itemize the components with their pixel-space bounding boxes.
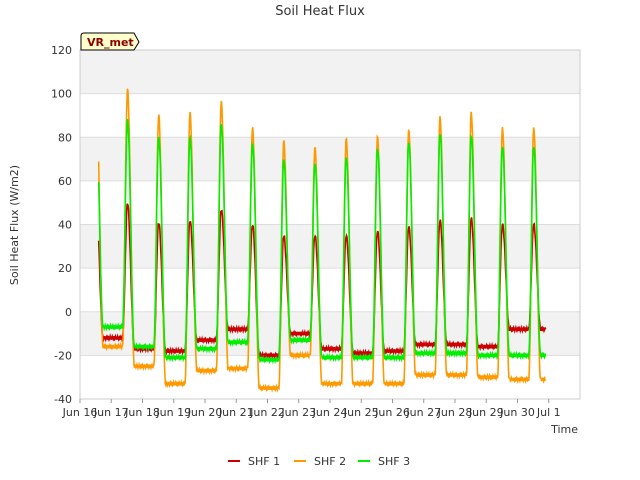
series-line-shf-3 [97, 118, 547, 365]
x-tick-label: Jun 21 [218, 406, 254, 419]
x-tick-label: Jun 28 [437, 406, 473, 419]
y-axis-ticks: -40 -20 0 20 40 60 80 100 120 [51, 44, 72, 406]
site-label-box: VR_met [80, 32, 140, 51]
plot-band [80, 137, 580, 181]
y-tick-label: 40 [58, 219, 72, 232]
legend-label: SHF 3 [378, 455, 410, 468]
x-tick-label: Jun 30 [499, 406, 535, 419]
plot-band [80, 224, 580, 269]
series-line-shf-1 [97, 203, 547, 361]
x-tick-label: Jul 1 [536, 406, 561, 419]
x-tick-label: Jun 17 [93, 406, 129, 419]
legend-label: SHF 1 [248, 455, 280, 468]
x-tick-label: Jun 26 [374, 406, 410, 419]
plot-band [80, 50, 580, 94]
y-axis-label: Soil Heat Flux (W/m2) [8, 165, 21, 285]
site-label: VR_met [87, 36, 134, 49]
x-tick-label: Jun 29 [468, 406, 504, 419]
x-tick-label: Jun 25 [343, 406, 379, 419]
y-tick-label: 60 [58, 175, 72, 188]
x-axis-label: Time [550, 423, 578, 436]
legend-label: SHF 2 [314, 455, 346, 468]
x-tick-label: Jun 24 [312, 406, 348, 419]
plot-band [80, 355, 580, 399]
x-tick-label: Jun 27 [405, 406, 441, 419]
legend: SHF 1 SHF 2 SHF 3 [228, 455, 410, 468]
y-tick-label: 20 [58, 262, 72, 275]
plot-band [80, 180, 580, 225]
x-tick-label: Jun 23 [280, 406, 316, 419]
site-label-frame [80, 32, 140, 51]
x-tick-label: Jun 16 [62, 406, 98, 419]
x-tick-label: Jun 18 [124, 406, 160, 419]
plot-band [80, 93, 580, 138]
plot-bands [80, 50, 580, 399]
y-tick-label: -40 [54, 393, 72, 406]
x-tick-label: Jun 22 [249, 406, 285, 419]
chart-title: Soil Heat Flux [275, 4, 365, 19]
series-lines [97, 88, 547, 393]
x-tick-label: Jun 19 [155, 406, 191, 419]
y-tick-label: 80 [58, 131, 72, 144]
x-tick-label: Jun 20 [187, 406, 223, 419]
y-tick-label: 120 [51, 44, 72, 57]
y-tick-label: 100 [51, 88, 72, 101]
y-tick-label: 0 [65, 306, 72, 319]
series-line-shf-2 [97, 88, 546, 393]
y-tick-label: -20 [54, 349, 72, 362]
